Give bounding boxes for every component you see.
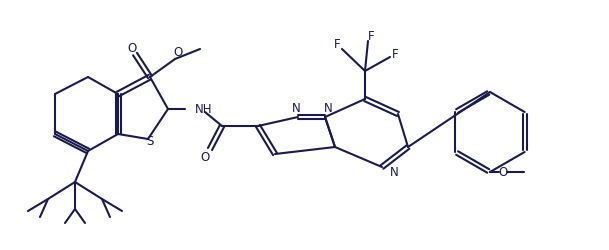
- Text: O: O: [498, 166, 508, 179]
- Text: N: N: [292, 102, 300, 115]
- Text: F: F: [368, 30, 375, 42]
- Text: F: F: [392, 48, 398, 61]
- Text: N: N: [323, 102, 333, 115]
- Text: F: F: [334, 38, 340, 51]
- Text: O: O: [127, 41, 136, 54]
- Text: NH: NH: [195, 103, 213, 116]
- Text: O: O: [174, 45, 183, 58]
- Text: O: O: [200, 151, 209, 164]
- Text: N: N: [390, 166, 399, 179]
- Text: S: S: [146, 135, 153, 148]
